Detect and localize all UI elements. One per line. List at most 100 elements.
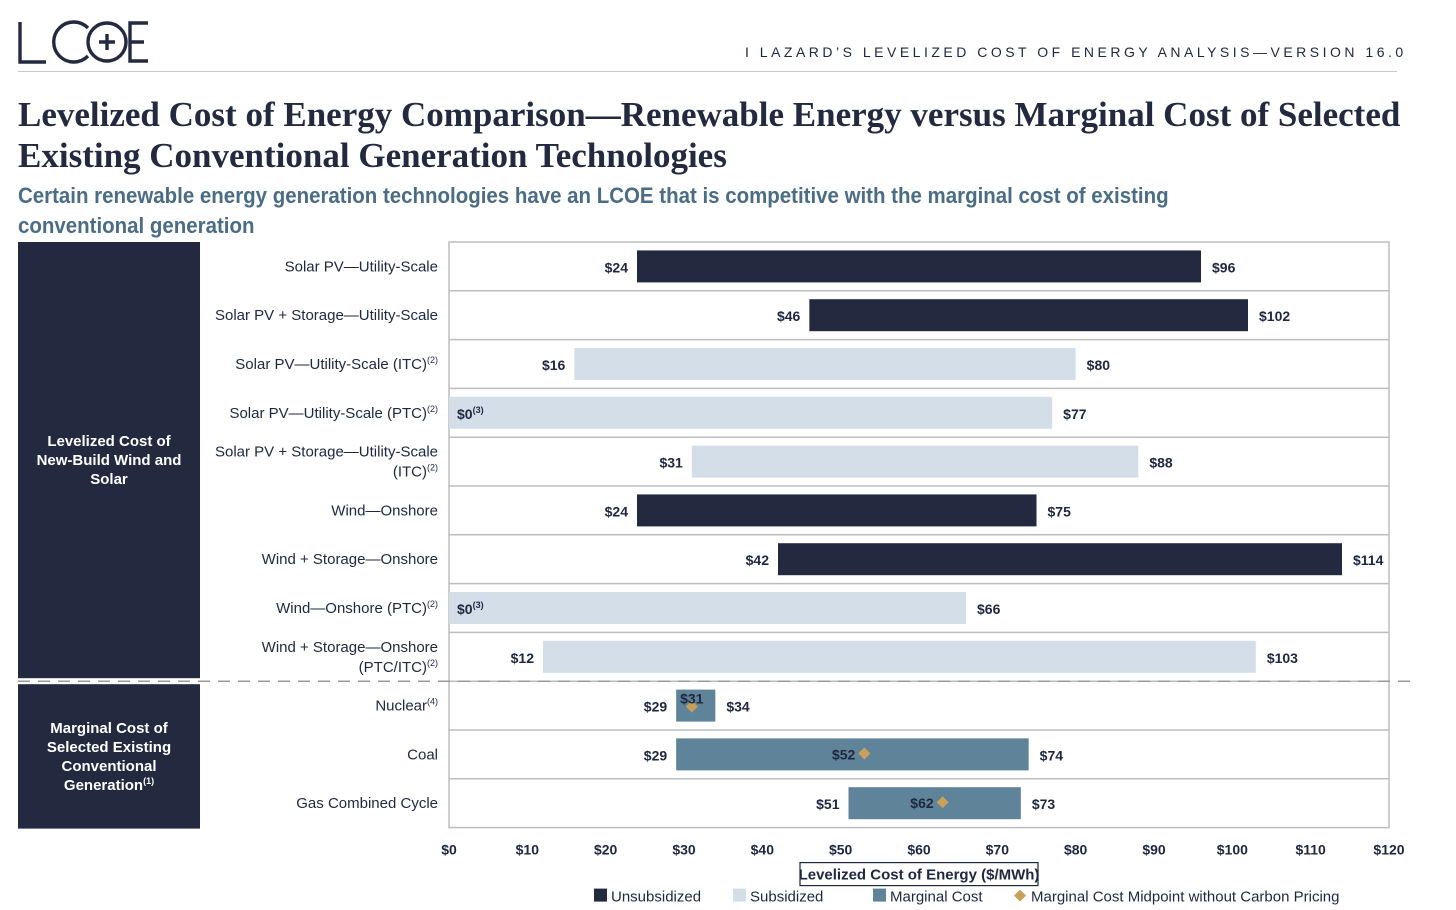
x-tick-label: $60 xyxy=(907,842,931,858)
legend-label: Marginal Cost Midpoint without Carbon Pr… xyxy=(1031,889,1339,906)
x-axis-title: Levelized Cost of Energy ($/MWh) xyxy=(799,867,1040,884)
high-value-label: $103 xyxy=(1267,650,1298,666)
range-bar xyxy=(676,738,1029,771)
x-tick-label: $110 xyxy=(1295,842,1326,858)
superscript: (2) xyxy=(427,599,438,609)
high-value-label: $75 xyxy=(1048,503,1072,519)
superscript: (3) xyxy=(473,405,484,415)
range-bar xyxy=(637,494,1037,527)
range-bar xyxy=(449,592,966,624)
report-header: I LAZARD’S LEVELIZED COST OF ENERGY ANAL… xyxy=(745,44,1407,60)
legend-swatch xyxy=(873,888,886,902)
low-value-label: $31 xyxy=(659,455,683,471)
x-tick-label: $100 xyxy=(1217,842,1248,858)
group-label: Generation(1) xyxy=(64,776,154,794)
legend-swatch xyxy=(1014,889,1026,902)
range-bar xyxy=(543,640,1256,673)
x-tick-label: $90 xyxy=(1142,842,1166,858)
header-rule xyxy=(18,71,1397,72)
group-label: Conventional xyxy=(61,758,156,775)
group-label: Selected Existing xyxy=(47,739,171,756)
midpoint-value-label: $62 xyxy=(910,795,934,811)
superscript: (4) xyxy=(427,697,438,707)
category-label: Coal xyxy=(407,746,438,763)
low-value-label: $46 xyxy=(777,308,801,324)
range-bar xyxy=(809,299,1248,332)
low-value-label: $16 xyxy=(542,357,566,373)
superscript: (2) xyxy=(427,463,438,473)
category-label: Solar PV—Utility-Scale (ITC)(2) xyxy=(235,355,438,373)
range-bar xyxy=(778,543,1342,576)
superscript: (2) xyxy=(427,404,438,414)
x-tick-label: $80 xyxy=(1064,842,1088,858)
group-label: New-Build Wind and xyxy=(37,452,182,469)
legend-label: Unsubsidized xyxy=(611,889,701,906)
category-label: Solar PV—Utility-Scale (PTC)(2) xyxy=(229,404,438,422)
x-tick-label: $120 xyxy=(1373,842,1404,858)
low-value-label: $12 xyxy=(511,650,535,666)
legend-swatch xyxy=(733,888,746,902)
category-label: Wind + Storage—Onshore xyxy=(262,639,438,656)
low-value-label: $51 xyxy=(816,796,840,812)
category-label: Wind—Onshore (PTC)(2) xyxy=(276,599,438,617)
legend-label: Subsidized xyxy=(750,889,823,906)
high-value-label: $73 xyxy=(1032,796,1056,812)
high-value-label: $34 xyxy=(726,699,750,715)
low-value-label: $29 xyxy=(644,747,668,763)
high-value-label: $88 xyxy=(1149,455,1173,471)
high-value-label: $102 xyxy=(1259,308,1290,324)
legend-label: Marginal Cost xyxy=(890,889,983,906)
x-tick-label: $10 xyxy=(516,842,540,858)
category-label: Solar PV + Storage—Utility-Scale xyxy=(215,307,438,324)
high-value-label: $66 xyxy=(977,601,1001,617)
midpoint-marker xyxy=(685,700,698,713)
category-label: (ITC)(2) xyxy=(393,463,438,481)
group-panel xyxy=(18,684,200,829)
superscript: (2) xyxy=(427,355,438,365)
category-label: (PTC/ITC)(2) xyxy=(359,658,438,676)
group-panel xyxy=(18,242,200,679)
high-value-label: $80 xyxy=(1087,357,1111,373)
page-subtitle: Certain renewable energy generation tech… xyxy=(18,183,1169,238)
x-tick-label: $40 xyxy=(751,842,775,858)
midpoint-value-label: $31 xyxy=(680,691,704,707)
range-bar xyxy=(574,348,1076,380)
superscript: (1) xyxy=(143,776,154,786)
category-label: Wind + Storage—Onshore xyxy=(262,551,438,568)
midpoint-value-label: $52 xyxy=(832,746,856,762)
page-title: Levelized Cost of Energy Comparison—Rene… xyxy=(18,95,1401,175)
x-tick-label: $30 xyxy=(672,842,696,858)
group-label: Solar xyxy=(90,471,128,488)
category-label: Nuclear(4) xyxy=(375,697,438,715)
category-label: Gas Combined Cycle xyxy=(296,795,438,812)
low-value-label: $29 xyxy=(644,699,668,715)
category-label: Solar PV + Storage—Utility-Scale xyxy=(215,444,438,461)
lcoe-logo-mark xyxy=(18,20,148,64)
x-tick-label: $0 xyxy=(441,842,457,858)
range-bar xyxy=(691,445,1139,478)
range-bar xyxy=(848,787,1021,820)
legend-swatch xyxy=(594,888,607,902)
x-tick-label: $50 xyxy=(829,842,853,858)
category-label: Wind—Onshore xyxy=(331,502,438,519)
range-bar xyxy=(637,250,1201,283)
midpoint-marker xyxy=(858,747,871,760)
high-value-label: $77 xyxy=(1063,406,1087,422)
superscript: (3) xyxy=(473,600,484,610)
x-tick-label: $20 xyxy=(594,842,618,858)
high-value-label: $96 xyxy=(1212,259,1236,275)
category-label: Solar PV—Utility-Scale xyxy=(285,258,438,275)
midpoint-marker xyxy=(936,796,949,809)
lcoe-logo xyxy=(16,14,156,73)
x-tick-label: $70 xyxy=(986,842,1010,858)
low-value-label: $24 xyxy=(605,503,629,519)
x-axis-title-box xyxy=(799,861,1039,887)
high-value-label: $74 xyxy=(1040,747,1064,763)
low-value-label: $24 xyxy=(605,259,629,275)
range-bar xyxy=(449,396,1053,429)
group-label: Marginal Cost of xyxy=(50,720,169,737)
low-value-label: $42 xyxy=(746,552,770,568)
superscript: (2) xyxy=(427,658,438,668)
group-label: Levelized Cost of xyxy=(47,433,171,450)
